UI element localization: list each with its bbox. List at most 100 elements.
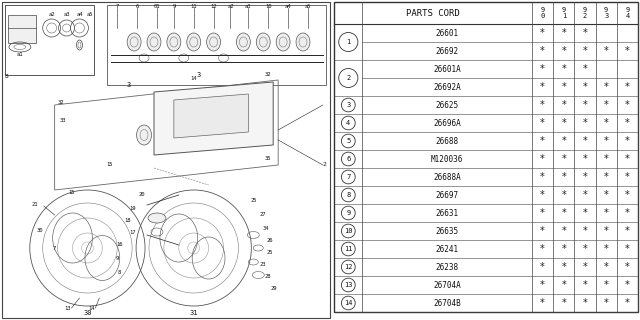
Text: *: * <box>604 208 609 218</box>
Ellipse shape <box>256 33 270 51</box>
Text: 1: 1 <box>346 39 351 45</box>
Circle shape <box>339 68 358 87</box>
Text: *: * <box>540 136 545 146</box>
Text: 23: 23 <box>260 261 266 267</box>
Text: *: * <box>540 298 545 308</box>
Text: 8: 8 <box>5 75 9 79</box>
Text: 26704B: 26704B <box>433 299 461 308</box>
Text: *: * <box>625 262 630 272</box>
Text: 6: 6 <box>346 156 351 162</box>
Text: *: * <box>582 262 588 272</box>
Text: *: * <box>625 226 630 236</box>
Text: 26631: 26631 <box>436 209 459 218</box>
Text: 9: 9 <box>346 210 351 216</box>
Text: 3: 3 <box>196 72 201 78</box>
Circle shape <box>341 278 355 292</box>
Text: a2: a2 <box>49 12 55 17</box>
Text: 29: 29 <box>271 285 277 291</box>
Text: *: * <box>561 100 566 110</box>
Text: *: * <box>604 226 609 236</box>
Bar <box>108 5 326 85</box>
Text: *: * <box>604 244 609 254</box>
Text: 11: 11 <box>191 4 197 9</box>
Text: *: * <box>582 154 588 164</box>
Text: 3: 3 <box>346 102 351 108</box>
Text: 13: 13 <box>344 282 353 288</box>
Text: PARTS CORD: PARTS CORD <box>406 9 460 18</box>
Text: *: * <box>625 118 630 128</box>
Circle shape <box>341 188 355 202</box>
Text: *: * <box>604 154 609 164</box>
Text: *: * <box>561 172 566 182</box>
Text: *: * <box>582 28 588 38</box>
Text: *: * <box>561 208 566 218</box>
Text: 2: 2 <box>346 75 351 81</box>
Text: 34: 34 <box>263 226 269 230</box>
Text: 17: 17 <box>129 229 136 235</box>
Circle shape <box>341 134 355 148</box>
Text: 26696A: 26696A <box>433 118 461 127</box>
Text: *: * <box>540 208 545 218</box>
Text: 8: 8 <box>346 192 351 198</box>
Text: *: * <box>604 262 609 272</box>
Text: 9: 9 <box>172 4 175 9</box>
Ellipse shape <box>296 33 310 51</box>
Ellipse shape <box>148 213 166 223</box>
Text: 9
2: 9 2 <box>583 7 587 19</box>
Bar <box>5 5 94 75</box>
Text: *: * <box>540 280 545 290</box>
Circle shape <box>341 260 355 274</box>
Text: 9
3: 9 3 <box>604 7 608 19</box>
Text: 3: 3 <box>127 82 131 88</box>
Text: *: * <box>540 154 545 164</box>
Text: 19: 19 <box>129 205 136 211</box>
Text: *: * <box>582 280 588 290</box>
Text: 01: 01 <box>154 4 160 9</box>
Text: 33: 33 <box>60 117 66 123</box>
Text: 7: 7 <box>53 245 56 251</box>
Text: *: * <box>582 244 588 254</box>
Text: 10: 10 <box>265 4 271 9</box>
Circle shape <box>339 33 358 52</box>
Text: *: * <box>561 46 566 56</box>
Text: 25: 25 <box>250 197 257 203</box>
Text: 15: 15 <box>68 190 75 196</box>
Polygon shape <box>154 82 273 155</box>
Text: 35: 35 <box>265 156 271 161</box>
Text: 10: 10 <box>344 228 353 234</box>
Text: *: * <box>582 172 588 182</box>
Text: *: * <box>582 298 588 308</box>
Text: 26625: 26625 <box>436 100 459 109</box>
Text: 26688: 26688 <box>436 137 459 146</box>
Text: *: * <box>604 136 609 146</box>
Text: 9
0: 9 0 <box>540 7 545 19</box>
Text: 30: 30 <box>36 228 43 233</box>
Text: a1: a1 <box>17 52 23 58</box>
Text: *: * <box>625 298 630 308</box>
Text: 15: 15 <box>106 163 113 167</box>
Text: a4: a4 <box>76 12 83 17</box>
Circle shape <box>341 206 355 220</box>
Text: *: * <box>582 82 588 92</box>
Text: *: * <box>604 118 609 128</box>
Text: 25: 25 <box>267 250 273 254</box>
Text: *: * <box>625 244 630 254</box>
Text: 26692: 26692 <box>436 46 459 55</box>
Ellipse shape <box>236 33 250 51</box>
Circle shape <box>341 224 355 238</box>
Text: 11: 11 <box>344 246 353 252</box>
Text: 26601A: 26601A <box>433 65 461 74</box>
Text: 26: 26 <box>267 237 273 243</box>
Text: *: * <box>540 244 545 254</box>
Text: 7: 7 <box>346 174 351 180</box>
Text: a3: a3 <box>63 12 70 17</box>
Text: 28: 28 <box>265 274 271 278</box>
Text: *: * <box>625 280 630 290</box>
Text: *: * <box>582 190 588 200</box>
Text: a5: a5 <box>305 4 311 9</box>
Text: a3: a3 <box>245 4 252 9</box>
Text: *: * <box>625 100 630 110</box>
Text: *: * <box>540 28 545 38</box>
Text: 26241: 26241 <box>436 244 459 253</box>
Text: *: * <box>604 190 609 200</box>
